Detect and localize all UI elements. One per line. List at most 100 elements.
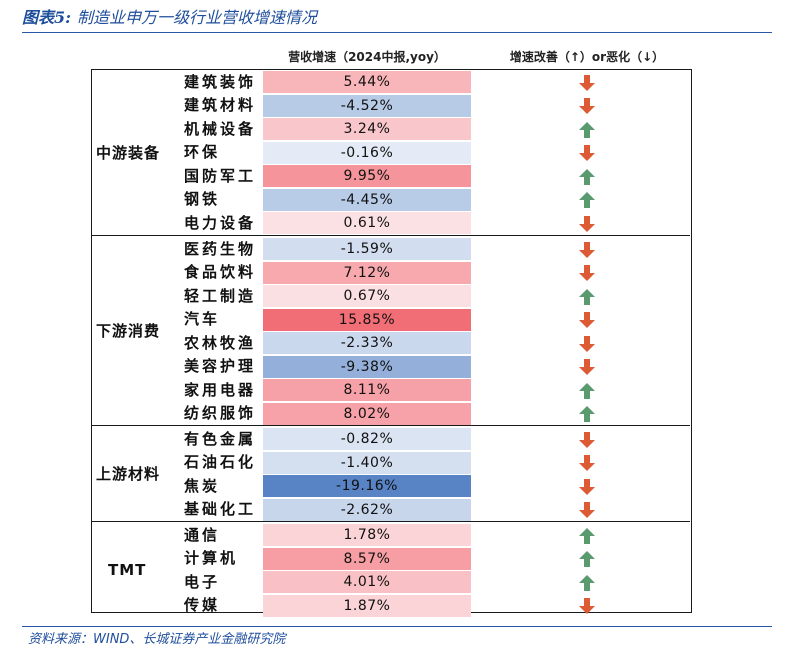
- industry-name: 食品饮料: [184, 263, 257, 281]
- growth-value: 8.57%: [263, 547, 471, 570]
- industry-name: 国防军工: [184, 166, 257, 185]
- table-row: 电力设备 0.61%: [92, 212, 690, 236]
- growth-value: -2.62%: [263, 498, 471, 521]
- source-rule: [22, 626, 772, 627]
- arrow-down-icon: [578, 97, 596, 115]
- source-note: 资料来源：WIND、长城证券产业金融研究院: [28, 632, 286, 647]
- arrow-down-icon: [578, 431, 596, 449]
- arrow-down-icon: [578, 264, 596, 282]
- table-row: 农林牧渔 -2.33%: [92, 332, 690, 356]
- arrow-down-icon: [578, 241, 596, 259]
- growth-value: 9.95%: [263, 165, 471, 188]
- industry-name: 电力设备: [184, 213, 257, 232]
- industry-name: 环保: [184, 143, 221, 161]
- industry-name: 焦炭: [184, 476, 221, 495]
- table-row: 传媒 1.87%: [92, 594, 690, 618]
- growth-value: 5.44%: [263, 71, 471, 94]
- industry-name: 石油石化: [184, 453, 257, 471]
- arrow-down-icon: [578, 478, 596, 496]
- arrow-up-icon: [578, 121, 596, 139]
- industry-name: 有色金属: [184, 429, 257, 448]
- growth-value: 0.67%: [263, 285, 471, 308]
- group-name: TMT: [108, 561, 147, 579]
- growth-value: 8.02%: [263, 402, 471, 425]
- industry-name: 医药生物: [184, 239, 257, 258]
- industry-name: 家用电器: [184, 380, 257, 399]
- arrow-up-icon: [578, 382, 596, 400]
- industry-name: 纺织服饰: [184, 404, 257, 422]
- table-row: 汽车 15.85%: [92, 308, 690, 332]
- arrow-up-icon: [578, 527, 596, 545]
- growth-value: -0.16%: [263, 141, 471, 164]
- table-row: 美容护理 -9.38%: [92, 355, 690, 379]
- group-name: 中游装备: [96, 143, 161, 162]
- industry-name: 传媒: [184, 596, 221, 614]
- arrow-up-icon: [578, 288, 596, 306]
- arrow-up-icon: [578, 191, 596, 209]
- table-row: 纺织服饰 8.02%: [92, 402, 690, 426]
- figure-label: 图表5:: [22, 8, 72, 27]
- industry-name: 汽车: [184, 310, 221, 328]
- arrow-up-icon: [578, 168, 596, 186]
- table-row: 建筑材料 -4.52%: [92, 94, 690, 118]
- table-row: 国防军工 9.95%: [92, 165, 690, 189]
- industry-table: 中游装备 建筑装饰 5.44% 建筑材料 -4.52% 机械设备 3.24% 环保 -0.16%…: [91, 69, 692, 617]
- table-row: 计算机 8.57%: [92, 547, 690, 571]
- table-row: 基础化工 -2.62%: [92, 498, 690, 522]
- table-row: 石油石化 -1.40%: [92, 451, 690, 475]
- arrow-up-icon: [578, 550, 596, 568]
- arrow-down-icon: [578, 597, 596, 615]
- table-row: 建筑装饰 5.44%: [92, 71, 690, 95]
- table-row: 焦炭 -19.16%: [92, 475, 690, 499]
- industry-group: 下游消费 医药生物 -1.59% 食品饮料 7.12% 轻工制造 0.67% 汽车 15.85%…: [92, 235, 690, 426]
- growth-value: -9.38%: [263, 355, 471, 378]
- title-rule: [22, 32, 772, 33]
- industry-name: 基础化工: [184, 500, 257, 518]
- arrow-down-icon: [578, 335, 596, 353]
- arrow-down-icon: [578, 454, 596, 472]
- industry-name: 机械设备: [184, 119, 257, 138]
- table-row: 钢铁 -4.45%: [92, 188, 690, 212]
- growth-value: -19.16%: [263, 475, 471, 498]
- group-name: 下游消费: [96, 322, 161, 340]
- growth-value: 0.61%: [263, 212, 471, 235]
- growth-value: -2.33%: [263, 332, 471, 355]
- figure-title-text: 制造业申万一级行业营收增速情况: [77, 8, 318, 27]
- table-row: 环保 -0.16%: [92, 141, 690, 165]
- growth-value: -4.52%: [263, 94, 471, 117]
- industry-name: 电子: [184, 572, 221, 591]
- arrow-down-icon: [578, 144, 596, 162]
- growth-value: -1.59%: [263, 238, 471, 261]
- header-revenue-growth: 营收增速（2024中报,yoy）: [288, 50, 446, 64]
- industry-name: 建筑装饰: [184, 72, 257, 91]
- growth-value: 1.78%: [263, 524, 471, 547]
- growth-value: -1.40%: [263, 451, 471, 474]
- growth-value: 1.87%: [263, 594, 471, 617]
- table-row: 机械设备 3.24%: [92, 118, 690, 142]
- arrow-down-icon: [578, 215, 596, 233]
- arrow-up-icon: [578, 574, 596, 592]
- table-row: 电子 4.01%: [92, 571, 690, 595]
- group-name: 上游材料: [96, 465, 161, 483]
- arrow-up-icon: [578, 405, 596, 423]
- growth-value: -0.82%: [263, 428, 471, 451]
- table-row: 食品饮料 7.12%: [92, 261, 690, 285]
- table-row: 家用电器 8.11%: [92, 379, 690, 403]
- header-growth-trend: 增速改善（↑）or恶化（↓）: [509, 50, 665, 64]
- industry-name: 钢铁: [184, 190, 221, 208]
- industry-name: 轻工制造: [184, 286, 257, 305]
- table-row: 医药生物 -1.59%: [92, 238, 690, 262]
- growth-value: -4.45%: [263, 188, 471, 211]
- table-row: 有色金属 -0.82%: [92, 428, 690, 452]
- industry-name: 美容护理: [184, 357, 257, 375]
- growth-value: 3.24%: [263, 118, 471, 141]
- growth-value: 4.01%: [263, 571, 471, 594]
- table-row: 通信 1.78%: [92, 524, 690, 548]
- growth-value: 8.11%: [263, 379, 471, 402]
- arrow-down-icon: [578, 74, 596, 92]
- industry-name: 通信: [184, 525, 221, 544]
- arrow-down-icon: [578, 311, 596, 329]
- arrow-down-icon: [578, 358, 596, 376]
- figure-title: 图表5: 制造业申万一级行业营收增速情况: [22, 6, 317, 30]
- growth-value: 15.85%: [263, 308, 471, 331]
